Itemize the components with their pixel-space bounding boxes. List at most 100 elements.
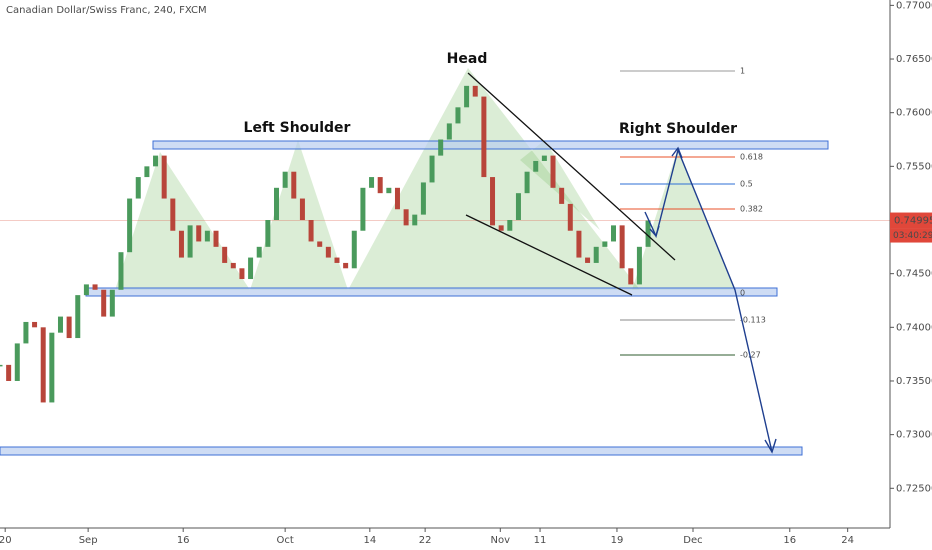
fib-label: -0.113 bbox=[740, 316, 766, 325]
candle bbox=[619, 225, 625, 269]
y-tick-label: 0.72500 bbox=[896, 483, 932, 494]
candle bbox=[23, 321, 29, 344]
candle bbox=[196, 225, 202, 242]
candle bbox=[559, 187, 565, 204]
candle bbox=[628, 268, 634, 285]
candle bbox=[394, 187, 400, 210]
chart-title: Canadian Dollar/Swiss Franc, 240, FXCM bbox=[6, 5, 207, 16]
candle bbox=[645, 220, 651, 247]
fib-label: 0.618 bbox=[740, 153, 763, 162]
annotation: Right Shoulder bbox=[619, 121, 737, 137]
candle bbox=[101, 289, 107, 317]
right-shoulder-shape bbox=[632, 148, 735, 290]
x-tick-label: Oct bbox=[276, 535, 293, 546]
candle bbox=[360, 187, 366, 231]
left-shoulder-shape bbox=[115, 152, 250, 290]
candle bbox=[92, 284, 98, 290]
annotation: Head bbox=[447, 51, 488, 67]
arrow-head bbox=[671, 146, 683, 159]
candle bbox=[325, 246, 331, 258]
arrow-head bbox=[649, 225, 660, 238]
candle bbox=[490, 177, 496, 226]
candle bbox=[75, 295, 81, 339]
candle bbox=[213, 230, 219, 247]
left-shoulder-shape bbox=[250, 140, 348, 290]
candle bbox=[248, 257, 254, 280]
candle bbox=[533, 160, 539, 172]
candle bbox=[576, 230, 582, 258]
candle bbox=[567, 203, 573, 231]
candle bbox=[239, 268, 245, 280]
candle bbox=[14, 343, 20, 381]
candle bbox=[282, 171, 288, 188]
candle bbox=[334, 257, 340, 263]
candle bbox=[135, 177, 141, 199]
candle bbox=[222, 246, 228, 263]
candle bbox=[6, 364, 12, 381]
annotation: Left Shoulder bbox=[244, 120, 351, 136]
candle bbox=[153, 155, 159, 167]
candle bbox=[446, 123, 452, 140]
candle bbox=[32, 321, 38, 328]
candle bbox=[317, 241, 323, 247]
candle bbox=[291, 171, 297, 199]
candle bbox=[343, 262, 349, 269]
x-tick-label: 22 bbox=[419, 535, 432, 546]
candle bbox=[438, 139, 444, 156]
candle bbox=[109, 289, 115, 317]
candle bbox=[127, 198, 133, 253]
fib-lines bbox=[620, 70, 735, 356]
neckline-zone bbox=[85, 287, 778, 297]
fib-label: 0.382 bbox=[740, 205, 763, 214]
candle bbox=[49, 332, 55, 403]
candle bbox=[369, 177, 375, 188]
x-tick-label: 11 bbox=[534, 535, 547, 546]
candle bbox=[274, 187, 280, 220]
candle bbox=[602, 241, 608, 247]
candles bbox=[0, 85, 651, 403]
candle bbox=[144, 166, 150, 178]
x-tick-label: 24 bbox=[841, 535, 854, 546]
x-tick-label: 19 bbox=[611, 535, 624, 546]
countdown-label: 03:40:29 bbox=[893, 231, 932, 241]
head-shape bbox=[520, 140, 600, 230]
candle bbox=[256, 246, 262, 258]
candle bbox=[429, 155, 435, 183]
candle bbox=[507, 220, 513, 231]
candle bbox=[299, 198, 305, 220]
trendline bbox=[467, 72, 676, 261]
candle bbox=[636, 246, 642, 285]
candle bbox=[308, 220, 314, 242]
x-tick-label: Sep bbox=[79, 535, 98, 546]
x-tick-label: Dec bbox=[683, 535, 702, 546]
candle bbox=[377, 177, 383, 194]
candle bbox=[455, 107, 461, 124]
candle bbox=[118, 252, 124, 290]
candle bbox=[386, 187, 392, 194]
candle bbox=[593, 246, 599, 263]
target-zone bbox=[0, 446, 803, 456]
countdown-tag bbox=[890, 228, 932, 243]
x-tick-label: Nov bbox=[491, 535, 511, 546]
x-tick-label: 14 bbox=[363, 535, 376, 546]
projection-arrow bbox=[644, 147, 773, 453]
x-tick-label: 20 bbox=[0, 535, 12, 546]
x-tick-label: 16 bbox=[783, 535, 796, 546]
candle bbox=[498, 225, 504, 231]
resistance-zone bbox=[152, 140, 829, 150]
candle bbox=[178, 230, 184, 258]
last-price-label: 0.74995 bbox=[894, 216, 932, 227]
candle bbox=[412, 214, 418, 226]
candle bbox=[515, 193, 521, 220]
candle bbox=[585, 257, 591, 263]
candle bbox=[40, 327, 46, 403]
fib-label: 1 bbox=[740, 67, 745, 76]
